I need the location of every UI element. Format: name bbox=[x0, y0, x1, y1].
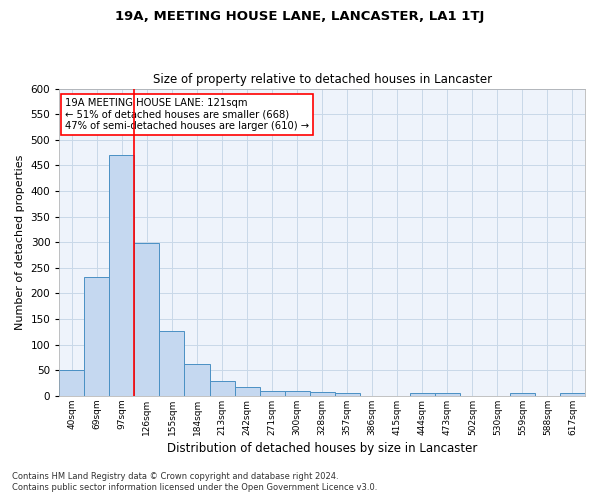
Title: Size of property relative to detached houses in Lancaster: Size of property relative to detached ho… bbox=[152, 73, 492, 86]
Bar bbox=[410, 394, 435, 396]
Text: 19A, MEETING HOUSE LANE, LANCASTER, LA1 1TJ: 19A, MEETING HOUSE LANE, LANCASTER, LA1 … bbox=[115, 10, 485, 23]
Bar bbox=[335, 394, 360, 396]
Bar bbox=[59, 370, 85, 396]
Bar bbox=[209, 380, 235, 396]
Bar bbox=[310, 392, 335, 396]
Bar bbox=[85, 276, 109, 396]
Bar bbox=[510, 394, 535, 396]
Bar bbox=[235, 387, 260, 396]
Bar bbox=[134, 244, 160, 396]
Bar bbox=[260, 391, 284, 396]
Bar bbox=[109, 155, 134, 396]
X-axis label: Distribution of detached houses by size in Lancaster: Distribution of detached houses by size … bbox=[167, 442, 478, 455]
Y-axis label: Number of detached properties: Number of detached properties bbox=[15, 154, 25, 330]
Text: Contains HM Land Registry data © Crown copyright and database right 2024.
Contai: Contains HM Land Registry data © Crown c… bbox=[12, 472, 377, 492]
Bar bbox=[560, 394, 585, 396]
Bar bbox=[160, 331, 184, 396]
Bar bbox=[435, 394, 460, 396]
Text: 19A MEETING HOUSE LANE: 121sqm
← 51% of detached houses are smaller (668)
47% of: 19A MEETING HOUSE LANE: 121sqm ← 51% of … bbox=[65, 98, 309, 131]
Bar bbox=[284, 391, 310, 396]
Bar bbox=[184, 364, 209, 396]
